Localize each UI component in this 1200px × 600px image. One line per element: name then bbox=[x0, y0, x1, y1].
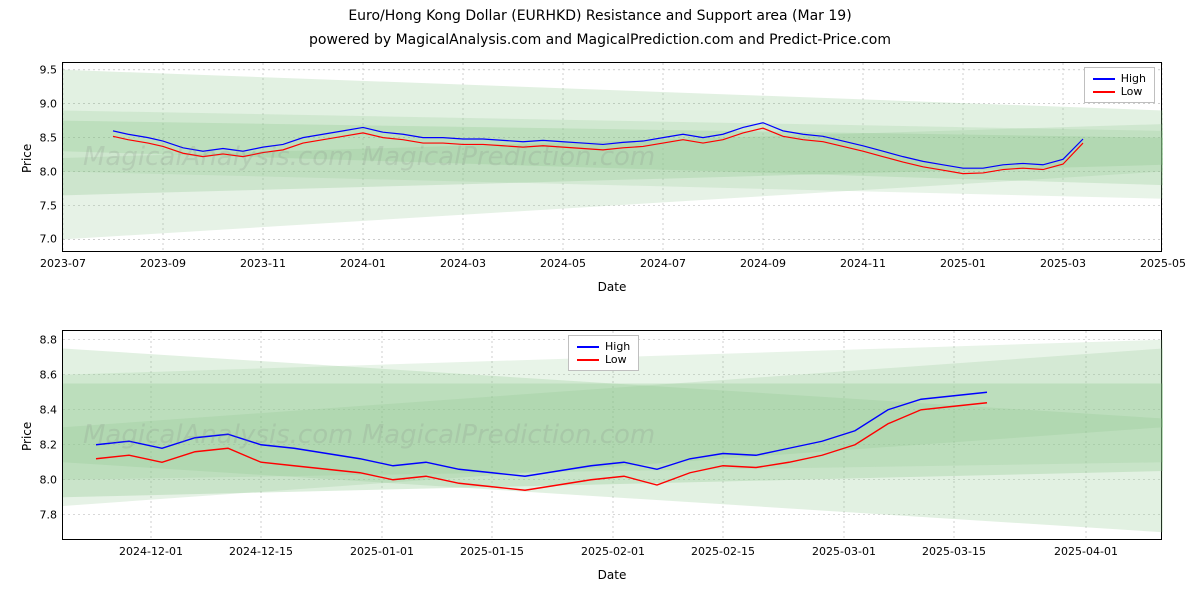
figure: Euro/Hong Kong Dollar (EURHKD) Resistanc… bbox=[0, 0, 1200, 600]
y-tick-label: 9.0 bbox=[40, 97, 64, 110]
y-tick-label: 8.8 bbox=[40, 333, 64, 346]
legend-label: Low bbox=[1121, 85, 1143, 98]
figure-title: Euro/Hong Kong Dollar (EURHKD) Resistanc… bbox=[0, 8, 1200, 24]
x-tick-label: 2024-11 bbox=[840, 251, 886, 270]
y-tick-label: 7.8 bbox=[40, 508, 64, 521]
legend-item: Low bbox=[1093, 85, 1146, 98]
x-tick-label: 2025-03 bbox=[1040, 251, 1086, 270]
chart-panel-bottom: 7.88.08.28.48.68.82024-12-012024-12-1520… bbox=[62, 330, 1162, 540]
y-axis-label: Price bbox=[20, 144, 34, 173]
chart-svg bbox=[63, 63, 1163, 253]
y-tick-label: 8.0 bbox=[40, 165, 64, 178]
x-tick-label: 2024-09 bbox=[740, 251, 786, 270]
x-tick-label: 2025-01 bbox=[940, 251, 986, 270]
legend-swatch bbox=[1093, 91, 1115, 93]
x-tick-label: 2024-12-01 bbox=[119, 539, 183, 558]
x-tick-label: 2025-03-01 bbox=[812, 539, 876, 558]
x-tick-label: 2023-07 bbox=[40, 251, 86, 270]
y-tick-label: 8.0 bbox=[40, 473, 64, 486]
chart-panel-top: 7.07.58.08.59.09.52023-072023-092023-112… bbox=[62, 62, 1162, 252]
x-tick-label: 2025-04-01 bbox=[1054, 539, 1118, 558]
y-tick-label: 8.4 bbox=[40, 403, 64, 416]
x-tick-label: 2025-01-01 bbox=[350, 539, 414, 558]
y-tick-label: 7.5 bbox=[40, 199, 64, 212]
y-tick-label: 9.5 bbox=[40, 63, 64, 76]
legend-item: Low bbox=[577, 353, 630, 366]
y-tick-label: 7.0 bbox=[40, 233, 64, 246]
x-tick-label: 2024-12-15 bbox=[229, 539, 293, 558]
figure-subtitle: powered by MagicalAnalysis.com and Magic… bbox=[0, 32, 1200, 48]
legend-label: Low bbox=[605, 353, 627, 366]
legend-label: High bbox=[605, 340, 630, 353]
x-tick-label: 2023-09 bbox=[140, 251, 186, 270]
legend: HighLow bbox=[568, 335, 639, 371]
legend-swatch bbox=[1093, 78, 1115, 80]
x-tick-label: 2024-05 bbox=[540, 251, 586, 270]
x-axis-label: Date bbox=[62, 280, 1162, 294]
legend-item: High bbox=[577, 340, 630, 353]
legend-swatch bbox=[577, 346, 599, 348]
x-tick-label: 2025-05 bbox=[1140, 251, 1186, 270]
x-tick-label: 2025-03-15 bbox=[922, 539, 986, 558]
legend: HighLow bbox=[1084, 67, 1155, 103]
x-tick-label: 2025-02-01 bbox=[581, 539, 645, 558]
x-tick-label: 2024-03 bbox=[440, 251, 486, 270]
y-axis-label: Price bbox=[20, 422, 34, 451]
y-tick-label: 8.6 bbox=[40, 368, 64, 381]
legend-swatch bbox=[577, 359, 599, 361]
x-tick-label: 2025-01-15 bbox=[460, 539, 524, 558]
legend-item: High bbox=[1093, 72, 1146, 85]
x-tick-label: 2024-01 bbox=[340, 251, 386, 270]
y-tick-label: 8.2 bbox=[40, 438, 64, 451]
x-tick-label: 2024-07 bbox=[640, 251, 686, 270]
legend-label: High bbox=[1121, 72, 1146, 85]
x-axis-label: Date bbox=[62, 568, 1162, 582]
x-tick-label: 2023-11 bbox=[240, 251, 286, 270]
x-tick-label: 2025-02-15 bbox=[691, 539, 755, 558]
y-tick-label: 8.5 bbox=[40, 131, 64, 144]
